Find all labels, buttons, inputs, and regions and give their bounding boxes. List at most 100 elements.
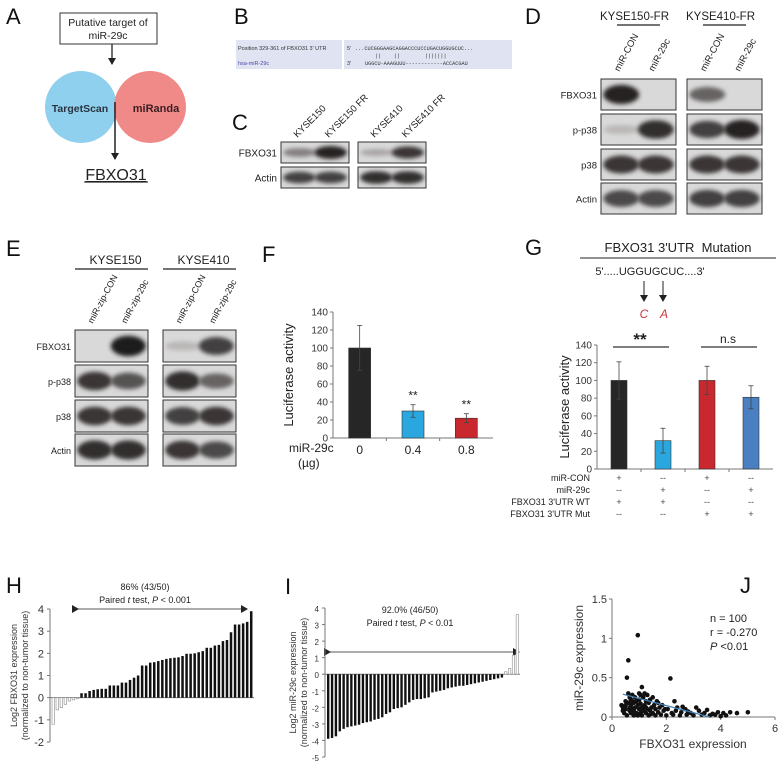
bar bbox=[161, 659, 164, 698]
data-point bbox=[624, 675, 630, 680]
bar bbox=[217, 644, 221, 698]
panel-f: F miR-29c (µg) 0 20 40 60 80 100 120 140 0 0.4 ** 0… bbox=[262, 242, 493, 470]
y-axis-label: Log2 miR-29c expression bbox=[288, 631, 298, 733]
bar bbox=[400, 674, 403, 708]
y-tick-label: 2 bbox=[38, 648, 44, 660]
bar bbox=[408, 674, 411, 703]
bar bbox=[237, 624, 241, 698]
protein-band bbox=[637, 190, 674, 207]
protein-band bbox=[723, 155, 760, 174]
data-point bbox=[639, 713, 645, 718]
group-header: KYSE410 bbox=[177, 253, 229, 267]
data-point bbox=[693, 705, 699, 710]
lane-label: KYSE150 FR bbox=[323, 92, 371, 140]
bar bbox=[431, 674, 434, 693]
bar bbox=[249, 611, 253, 698]
y-tick-label: 20 bbox=[581, 447, 593, 458]
bar bbox=[128, 679, 132, 698]
bar bbox=[330, 674, 334, 738]
mirna-sequence: UGGCU-AAAGUUU------------ACCACGAU bbox=[365, 61, 468, 67]
lane-label: miR-29c bbox=[647, 37, 673, 74]
y-tick-label: -2 bbox=[312, 704, 320, 713]
bar bbox=[415, 674, 419, 700]
panel-label: E bbox=[6, 236, 21, 261]
data-point bbox=[734, 710, 740, 716]
bar bbox=[67, 697, 72, 702]
bar bbox=[396, 674, 399, 709]
condition-value: + bbox=[748, 485, 753, 495]
bar bbox=[177, 657, 180, 698]
data-point bbox=[643, 705, 649, 710]
y-axis-label: Luciferase activity bbox=[281, 323, 296, 427]
group-header: KYSE150 bbox=[89, 253, 141, 267]
protein-band bbox=[637, 120, 674, 139]
y-tick-label: 140 bbox=[575, 341, 592, 352]
data-point bbox=[623, 702, 628, 708]
data-point bbox=[670, 712, 676, 717]
data-point bbox=[745, 709, 751, 715]
box-line-1: Putative target of bbox=[68, 17, 147, 29]
y-axis-label-2: (normalized to non-tumor tissue) bbox=[299, 618, 309, 748]
protein-band bbox=[110, 372, 146, 390]
y-tick-label: 0 bbox=[38, 693, 44, 705]
bar bbox=[124, 682, 128, 698]
condition-value: + bbox=[704, 473, 709, 483]
condition-value: + bbox=[660, 485, 665, 495]
protein-band bbox=[603, 84, 640, 105]
y-tick-label: -2 bbox=[34, 737, 44, 749]
blot-row-label: FBXO31 bbox=[36, 342, 71, 352]
condition-value: + bbox=[748, 509, 753, 519]
protein-band bbox=[391, 146, 424, 159]
protein-band bbox=[198, 337, 234, 355]
targetscan-circle bbox=[45, 71, 117, 143]
y-tick-label: 140 bbox=[311, 308, 328, 319]
data-point bbox=[691, 713, 696, 718]
data-point bbox=[696, 708, 702, 714]
significance-marker: ** bbox=[633, 330, 647, 349]
significance-marker: ** bbox=[408, 389, 418, 403]
ns-marker: n.s bbox=[720, 332, 736, 346]
data-point bbox=[650, 695, 656, 700]
protein-band bbox=[198, 441, 234, 459]
lane-label: KYSE410 bbox=[369, 103, 406, 140]
x-tick-label: 0 bbox=[609, 723, 615, 735]
bar bbox=[489, 674, 492, 681]
fbxo31-result: FBXO31 bbox=[85, 167, 146, 184]
mutation-title: FBXO31 3'UTR Mutation bbox=[605, 240, 752, 255]
condition-value: -- bbox=[660, 473, 666, 483]
lane-label: miR-zip-CON bbox=[174, 273, 208, 325]
protein-band bbox=[391, 171, 424, 184]
condition-value: + bbox=[616, 473, 621, 483]
bar bbox=[108, 685, 112, 698]
y-axis-label: Log2 FBXO31 expression bbox=[9, 624, 19, 727]
bar bbox=[342, 674, 345, 729]
bar bbox=[205, 647, 209, 698]
panel-label: F bbox=[262, 242, 275, 267]
bar bbox=[185, 653, 188, 698]
panel-label: A bbox=[6, 4, 21, 29]
protein-band bbox=[360, 148, 393, 157]
y-tick-label: 100 bbox=[311, 344, 328, 355]
bar bbox=[419, 674, 423, 700]
y-tick-label: -5 bbox=[312, 754, 320, 762]
bar bbox=[465, 674, 469, 685]
bar bbox=[442, 674, 446, 690]
bar bbox=[373, 674, 376, 720]
mutation-c: C bbox=[640, 307, 649, 321]
protein-band bbox=[314, 171, 347, 184]
bar bbox=[438, 674, 442, 691]
data-point bbox=[668, 676, 673, 681]
bar bbox=[233, 624, 237, 698]
data-point bbox=[645, 692, 650, 698]
protein-band bbox=[77, 371, 113, 391]
annotation-percent: 86% (43/50) bbox=[120, 582, 169, 592]
bar bbox=[112, 685, 116, 698]
bar bbox=[132, 677, 136, 698]
blot-row-label: FBXO31 bbox=[239, 149, 278, 160]
blot-row-label: Actin bbox=[51, 446, 71, 456]
x-tick-label: 0 bbox=[356, 443, 363, 457]
condition-label: FBXO31 3'UTR Mut bbox=[510, 509, 590, 519]
y-tick-label: 80 bbox=[581, 394, 593, 405]
